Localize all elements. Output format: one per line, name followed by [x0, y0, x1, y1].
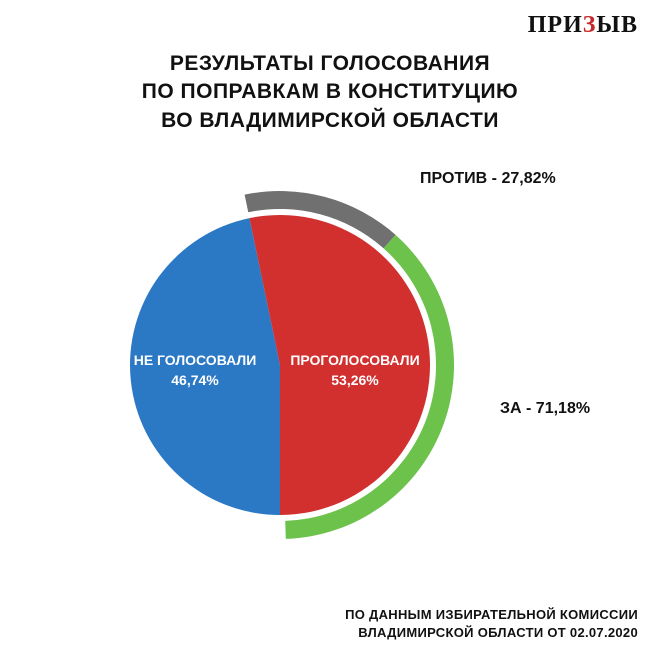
title-line-3: ВО ВЛАДИМИРСКОЙ ОБЛАСТИ	[0, 107, 660, 135]
logo-post: ЫВ	[596, 12, 638, 38]
slice-pct-not_voted: 46,74%	[171, 372, 219, 388]
label-for-prefix: ЗА -	[500, 400, 536, 417]
title-line-2: ПО ПОПРАВКАМ В КОНСТИТУЦИЮ	[0, 78, 660, 106]
logo: ПРИЗЫВ	[528, 12, 638, 39]
vote-chart: НЕ ГОЛОСОВАЛИ 46,74% ПРОГОЛОСОВАЛИ 53,26%	[0, 170, 660, 570]
label-against: ПРОТИВ - 27,82%	[420, 170, 556, 188]
label-for-pct: 71,18%	[536, 400, 590, 417]
logo-accent: З	[583, 12, 597, 38]
slice-label-not_voted: НЕ ГОЛОСОВАЛИ	[134, 352, 257, 368]
slice-label-voted: ПРОГОЛОСОВАЛИ	[290, 352, 419, 368]
footer-line-2: ВЛАДИМИРСКОЙ ОБЛАСТИ ОТ 02.07.2020	[345, 624, 638, 642]
page-title: РЕЗУЛЬТАТЫ ГОЛОСОВАНИЯ ПО ПОПРАВКАМ В КО…	[0, 50, 660, 135]
logo-pre: ПРИ	[528, 12, 583, 38]
label-for: ЗА - 71,18%	[500, 400, 590, 418]
label-against-pct: 27,82%	[501, 170, 555, 187]
footer-line-1: ПО ДАННЫМ ИЗБИРАТЕЛЬНОЙ КОМИССИИ	[345, 606, 638, 624]
title-line-1: РЕЗУЛЬТАТЫ ГОЛОСОВАНИЯ	[0, 50, 660, 78]
source-footnote: ПО ДАННЫМ ИЗБИРАТЕЛЬНОЙ КОМИССИИ ВЛАДИМИ…	[345, 606, 638, 642]
label-against-prefix: ПРОТИВ -	[420, 170, 501, 187]
slice-pct-voted: 53,26%	[331, 372, 379, 388]
